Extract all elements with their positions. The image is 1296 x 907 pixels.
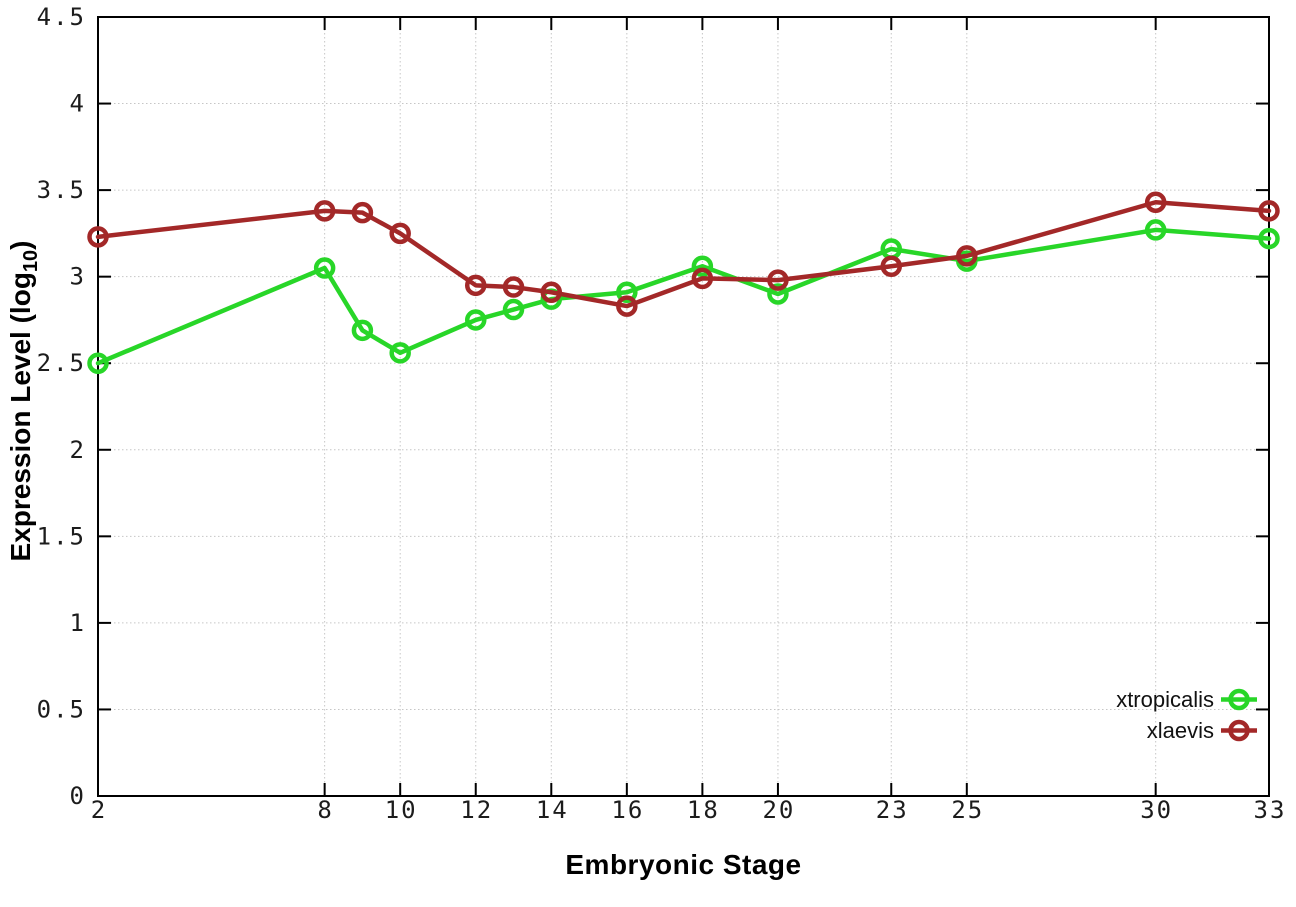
x-tick-label: 8 xyxy=(317,796,333,824)
tick-marks xyxy=(97,16,1270,797)
y-tick-label: 0.5 xyxy=(37,695,86,723)
plot-border xyxy=(97,16,1270,797)
tick-labels: 0 0.5 1 1.5 2 2.5 3 3.5 4 4.5 2 8 10 12 14 16 18 20 23 25 30… xyxy=(37,3,1287,824)
y-tick-label: 2.5 xyxy=(37,349,86,377)
data-point-xlaevis xyxy=(502,276,525,298)
legend-item-xlaevis: xlaevis xyxy=(1147,715,1258,746)
data-point-xtropicalis xyxy=(616,281,638,303)
data-point-xtropicalis xyxy=(87,352,109,374)
x-tick-label: 16 xyxy=(611,796,644,824)
y-tick-label: 2 xyxy=(70,436,86,464)
data-point-xlaevis xyxy=(956,245,978,267)
series-xlaevis xyxy=(87,191,1280,317)
series-xtropicalis xyxy=(87,219,1280,374)
y-tick-label: 1.5 xyxy=(37,522,86,550)
y-axis-title-text: Expression Level (log xyxy=(5,272,36,562)
legend-label-xtropicalis: xtropicalis xyxy=(1116,686,1214,712)
x-tick-label: 33 xyxy=(1254,796,1287,824)
y-axis-title-suffix: ) xyxy=(5,240,36,250)
legend-item-xtropicalis: xtropicalis xyxy=(1116,684,1258,715)
legend-label-xlaevis: xlaevis xyxy=(1146,717,1214,743)
data-point-xlaevis xyxy=(540,281,563,303)
x-tick-label: 30 xyxy=(1140,796,1173,824)
legend: xtropicalis xlaevis xyxy=(1116,684,1258,746)
y-axis-title-subscript: 10 xyxy=(20,249,42,273)
data-point-xtropicalis xyxy=(1258,227,1280,250)
data-point-xlaevis xyxy=(351,201,374,224)
data-point-xtropicalis xyxy=(1144,219,1167,241)
y-tick-label: 1 xyxy=(70,609,86,637)
legend-marker-xlaevis xyxy=(1221,719,1257,742)
x-tick-label: 14 xyxy=(536,796,569,824)
data-point-xlaevis xyxy=(464,274,487,297)
x-tick-label: 25 xyxy=(951,796,984,824)
y-tick-label: 4.5 xyxy=(37,3,86,31)
data-point-xlaevis xyxy=(767,269,789,291)
y-axis-title: Expression Level (log10) xyxy=(0,101,42,701)
data-point-xtropicalis xyxy=(767,283,789,305)
data-point-xlaevis xyxy=(691,267,714,290)
x-tick-label: 20 xyxy=(762,796,795,824)
x-axis-title: Embryonic Stage xyxy=(565,849,802,880)
data-point-xlaevis xyxy=(1258,200,1280,222)
data-point-xtropicalis xyxy=(502,298,525,321)
data-point-xtropicalis xyxy=(351,319,374,342)
x-tick-label: 23 xyxy=(876,796,909,824)
y-tick-label: 3 xyxy=(70,263,86,291)
data-point-xlaevis xyxy=(616,295,638,317)
x-tick-label: 18 xyxy=(687,796,720,824)
x-tick-label: 12 xyxy=(460,796,493,824)
data-point-xtropicalis xyxy=(464,309,487,331)
data-point-xlaevis xyxy=(880,255,903,278)
y-tick-label: 0 xyxy=(70,782,86,810)
data-point-xlaevis xyxy=(389,222,411,245)
data-point-xtropicalis xyxy=(389,342,411,364)
x-tick-label: 2 xyxy=(91,796,107,824)
data-point-xlaevis xyxy=(87,226,109,248)
gridlines xyxy=(97,16,1270,797)
data-point-xlaevis xyxy=(1144,191,1167,213)
data-point-xlaevis xyxy=(313,200,336,222)
y-tick-label: 4 xyxy=(70,90,86,118)
y-tick-label: 3.5 xyxy=(37,176,86,204)
x-tick-label: 10 xyxy=(385,796,418,824)
legend-marker-xtropicalis xyxy=(1221,688,1257,711)
data-point-xtropicalis xyxy=(313,257,336,279)
data-point-xtropicalis xyxy=(691,255,714,278)
